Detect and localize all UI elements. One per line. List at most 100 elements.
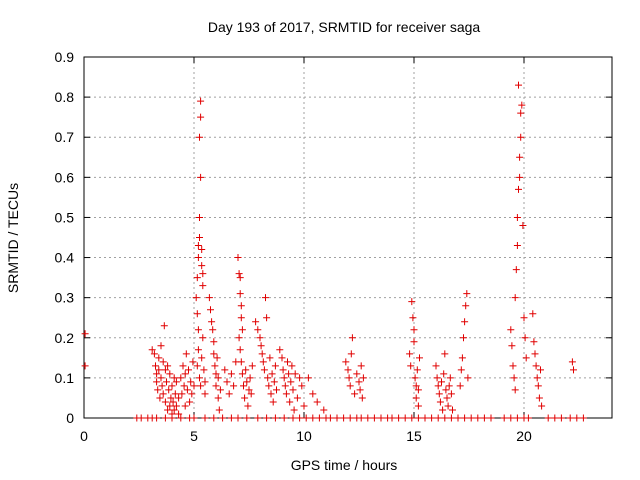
data-point <box>186 398 194 406</box>
data-point <box>570 366 577 374</box>
data-point <box>414 386 422 394</box>
data-point <box>579 414 587 422</box>
data-point <box>435 390 443 398</box>
data-point <box>447 414 455 422</box>
data-point <box>370 414 378 422</box>
data-point <box>194 346 202 354</box>
data-point <box>551 414 559 422</box>
data-point <box>246 374 254 382</box>
data-point <box>256 334 264 342</box>
data-point <box>557 414 565 422</box>
data-point <box>160 322 168 330</box>
data-point <box>443 394 451 402</box>
data-point <box>568 358 576 366</box>
data-point <box>353 370 361 378</box>
data-point <box>282 390 290 398</box>
data-point <box>201 378 209 386</box>
data-point <box>508 342 516 350</box>
data-point <box>357 362 365 370</box>
data-point <box>456 382 464 390</box>
data-point <box>516 173 524 181</box>
data-point <box>538 402 546 410</box>
data-point <box>193 310 201 318</box>
y-axis-label: SRMTID / TECUs <box>5 183 21 293</box>
data-point <box>265 382 273 390</box>
data-point <box>235 270 243 278</box>
data-point <box>474 414 482 422</box>
data-point <box>175 394 183 402</box>
data-point <box>513 242 521 250</box>
data-point <box>447 390 455 398</box>
data-point <box>201 390 209 398</box>
data-point <box>153 378 161 386</box>
data-point <box>258 350 266 358</box>
data-point <box>197 382 205 390</box>
data-point <box>529 310 537 318</box>
data-point <box>167 394 175 402</box>
data-point <box>166 370 174 378</box>
data-point <box>199 334 207 342</box>
data-point <box>315 414 323 422</box>
data-point <box>198 246 206 254</box>
data-point <box>271 362 279 370</box>
data-point <box>211 362 219 370</box>
data-point <box>189 358 197 366</box>
data-point <box>192 294 200 302</box>
data-point <box>230 382 238 390</box>
data-point <box>194 242 202 250</box>
data-point <box>210 350 218 358</box>
data-point <box>259 358 267 366</box>
data-point <box>276 346 284 354</box>
data-point <box>359 374 367 382</box>
data-point <box>515 81 522 89</box>
data-point <box>236 346 244 354</box>
data-point <box>440 370 448 378</box>
data-point <box>242 366 250 374</box>
data-point <box>530 338 538 346</box>
data-point <box>458 354 466 362</box>
data-point <box>533 374 541 382</box>
data-point <box>388 414 396 422</box>
data-point <box>460 334 467 342</box>
data-point <box>150 350 158 358</box>
data-point <box>236 290 244 298</box>
data-point <box>267 390 275 398</box>
data-point <box>515 185 522 193</box>
data-point <box>161 398 169 406</box>
data-point <box>244 402 252 410</box>
data-point <box>289 386 297 394</box>
data-point <box>409 314 417 322</box>
y-tick-label: 0.3 <box>55 290 75 306</box>
data-point <box>193 362 201 370</box>
data-point <box>209 326 217 334</box>
data-point <box>355 378 363 386</box>
data-point <box>412 382 420 390</box>
data-point <box>281 382 289 390</box>
data-point <box>461 414 469 422</box>
data-point <box>509 362 517 370</box>
data-point <box>175 410 183 418</box>
data-point <box>227 370 235 378</box>
y-tick-label: 0.8 <box>55 89 75 105</box>
y-tick-label: 0.9 <box>55 49 75 65</box>
data-point <box>208 318 216 326</box>
data-point <box>446 374 454 382</box>
data-point <box>210 414 218 422</box>
data-point <box>428 414 436 422</box>
data-point <box>411 374 419 382</box>
data-point <box>401 414 409 422</box>
data-point <box>507 326 515 334</box>
data-point <box>152 362 159 370</box>
data-point <box>223 378 231 386</box>
data-point <box>284 358 291 366</box>
data-point <box>196 213 203 221</box>
data-point <box>227 414 235 422</box>
data-point <box>158 382 166 390</box>
y-tick-label: 0.1 <box>55 370 75 386</box>
data-point <box>198 354 206 362</box>
data-point <box>289 414 297 422</box>
data-point <box>252 318 260 326</box>
data-point <box>535 394 543 402</box>
data-point <box>288 362 296 370</box>
data-point <box>413 366 421 374</box>
